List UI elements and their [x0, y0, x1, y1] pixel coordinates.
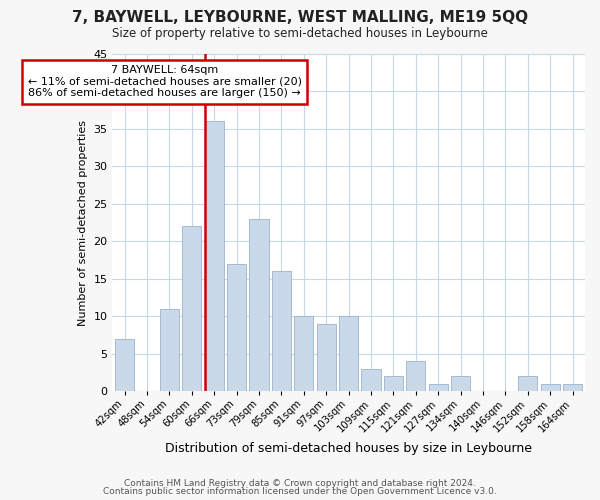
Bar [406, 361, 425, 391]
Bar [429, 384, 448, 391]
Bar [250, 219, 269, 391]
Bar [182, 226, 201, 391]
Bar [294, 316, 313, 391]
Bar [317, 324, 336, 391]
Text: Size of property relative to semi-detached houses in Leybourne: Size of property relative to semi-detach… [112, 28, 488, 40]
Bar [384, 376, 403, 391]
Bar [227, 264, 246, 391]
Bar [361, 368, 380, 391]
Bar [339, 316, 358, 391]
Bar [518, 376, 538, 391]
X-axis label: Distribution of semi-detached houses by size in Leybourne: Distribution of semi-detached houses by … [165, 442, 532, 455]
Bar [272, 271, 291, 391]
Text: Contains public sector information licensed under the Open Government Licence v3: Contains public sector information licen… [103, 487, 497, 496]
Bar [205, 122, 224, 391]
Text: 7 BAYWELL: 64sqm
← 11% of semi-detached houses are smaller (20)
86% of semi-deta: 7 BAYWELL: 64sqm ← 11% of semi-detached … [28, 65, 302, 98]
Y-axis label: Number of semi-detached properties: Number of semi-detached properties [77, 120, 88, 326]
Bar [541, 384, 560, 391]
Text: 7, BAYWELL, LEYBOURNE, WEST MALLING, ME19 5QQ: 7, BAYWELL, LEYBOURNE, WEST MALLING, ME1… [72, 10, 528, 25]
Bar [451, 376, 470, 391]
Bar [115, 338, 134, 391]
Bar [160, 308, 179, 391]
Bar [563, 384, 582, 391]
Text: Contains HM Land Registry data © Crown copyright and database right 2024.: Contains HM Land Registry data © Crown c… [124, 478, 476, 488]
